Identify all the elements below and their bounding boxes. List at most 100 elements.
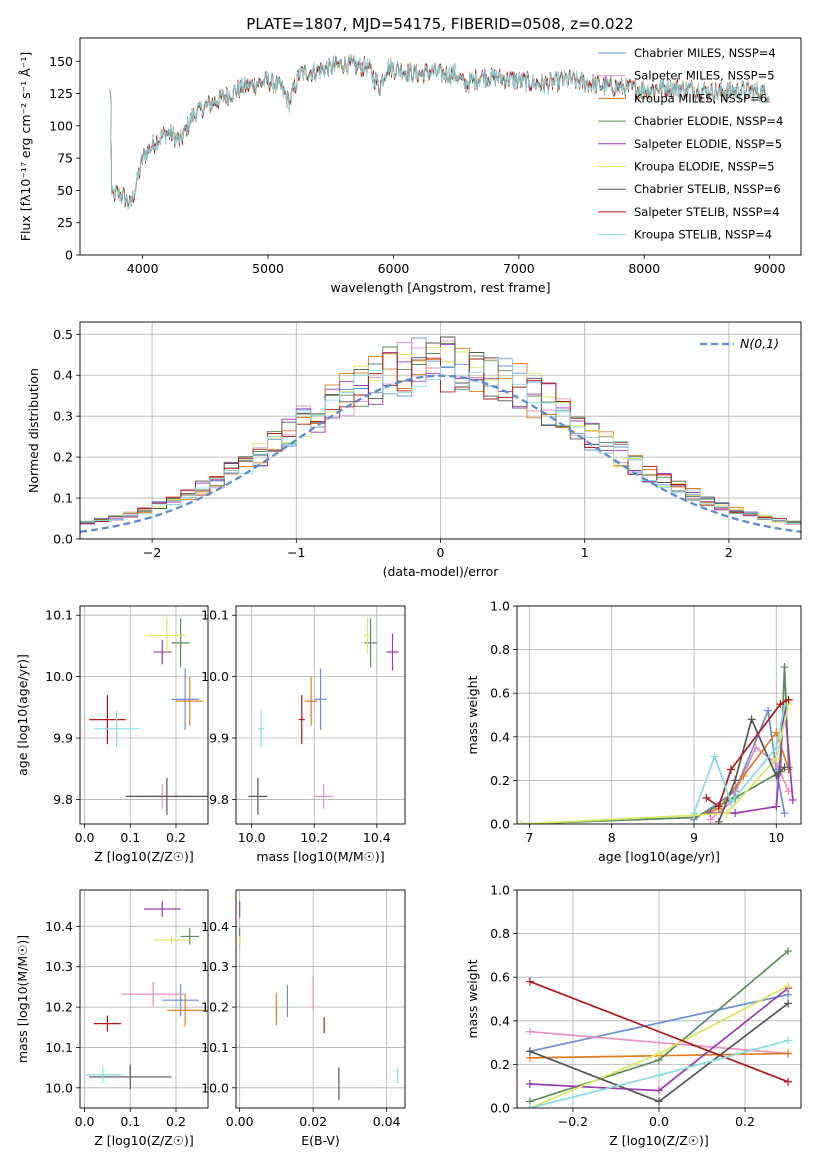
- y-tick-label: 100: [49, 118, 73, 133]
- mass-weight-marker: [710, 752, 719, 761]
- plot-area: [89, 617, 208, 815]
- histogram-step: [80, 346, 801, 524]
- normal-curve: [80, 374, 801, 533]
- plot-area: [248, 617, 399, 815]
- x-axis-label: E(B-V): [301, 1133, 340, 1148]
- spectrum-panel: 4000 5000 6000 7000 8000 9000 0 25 50 75 100 125 150…: [18, 37, 802, 295]
- mass-weight-marker: [525, 1080, 534, 1089]
- mass-weight-marker: [772, 772, 781, 781]
- plot-area: [109, 54, 770, 210]
- axes-frame: [235, 889, 406, 1109]
- x-tick-label: −2: [143, 545, 161, 560]
- mass-weight-marker: [780, 809, 789, 818]
- mass-weight-marker: [772, 743, 781, 752]
- mass-weight-marker: [780, 763, 789, 772]
- y-tick-label: 10.1: [201, 1040, 229, 1055]
- x-tick-label: 10: [768, 830, 784, 845]
- mass-vs-z-panel: 0.0 0.1 0.2 10.0 10.1 10.2 10.3 10.4 Z [log10(Z/…: [15, 889, 209, 1148]
- x-tick-label: 0.0: [75, 830, 95, 845]
- mass-weight-marker: [731, 809, 740, 818]
- y-tick-label: 0: [65, 248, 73, 263]
- x-axis-label: Z [log10(Z/Z☉)]: [94, 849, 194, 864]
- x-tick-label: 7000: [503, 261, 535, 276]
- axes-frame: [79, 605, 209, 825]
- mass-weight-marker: [727, 798, 736, 807]
- mass-weight-line: [529, 1030, 789, 1055]
- y-tick-label: 0.3: [53, 409, 73, 424]
- legend-entry: Kroupa MILES, NSSP=6: [634, 91, 767, 105]
- mass-weight-marker: [784, 999, 793, 1008]
- y-tick-label: 25: [57, 215, 73, 230]
- legend-entry: Salpeter STELIB, NSSP=4: [634, 205, 780, 219]
- y-axis-label: mass weight: [465, 959, 480, 1038]
- x-tick-label: 5000: [252, 261, 284, 276]
- mass-weight-marker: [780, 663, 789, 672]
- x-tick-label: 0.2: [166, 1114, 186, 1129]
- y-tick-label: 0.0: [53, 532, 73, 547]
- histogram-step: [80, 336, 801, 524]
- x-tick-label: 0.04: [373, 1114, 401, 1129]
- x-tick-label: 9: [690, 830, 698, 845]
- legend-entry: N(0,1): [740, 336, 779, 351]
- y-tick-label: 10.0: [45, 669, 73, 684]
- mass-weight-marker: [776, 700, 785, 709]
- y-tick-label: 0.8: [490, 926, 510, 941]
- y-tick-label: 0.6: [490, 686, 510, 701]
- mass-weight-marker: [525, 977, 534, 986]
- x-axis-label: Z [log10(Z/Z☉)]: [94, 1133, 194, 1148]
- x-tick-label: 8000: [628, 261, 660, 276]
- mass-weight-marker: [772, 754, 781, 763]
- y-axis-label: Normed distribution: [26, 368, 41, 493]
- axes-frame: [235, 605, 406, 825]
- x-tick-label: 9000: [754, 261, 786, 276]
- mass-weight-marker: [784, 695, 793, 704]
- y-tick-label: 10.0: [45, 1080, 73, 1095]
- y-tick-label: 150: [49, 54, 73, 69]
- x-tick-label: 0.2: [735, 1114, 755, 1129]
- x-tick-label: −0.2: [558, 1114, 588, 1129]
- y-tick-label: 9.9: [209, 731, 229, 746]
- mass-weight-marker: [747, 715, 756, 724]
- y-tick-label: 9.8: [53, 792, 73, 807]
- age-vs-mass-panel: 10.0 10.2 10.4 9.8 9.9 10.0 10.1 mass [log10(M/…: [201, 605, 406, 864]
- mass-weight-marker: [751, 743, 760, 752]
- mass-weight-marker: [714, 817, 723, 824]
- y-tick-label: 125: [49, 86, 73, 101]
- x-axis-label: (data-model)/error: [383, 564, 500, 579]
- y-tick-label: 10.0: [201, 669, 229, 684]
- x-tick-label: 7: [525, 830, 533, 845]
- y-axis-label: Flux [fλ10⁻¹⁷ erg cm⁻² s⁻¹ Å⁻¹]: [18, 52, 33, 241]
- legend-entry: Kroupa STELIB, NSSP=4: [634, 228, 772, 242]
- y-tick-label: 10.3: [201, 959, 229, 974]
- x-axis-label: Z [log10(Z/Z☉)]: [609, 1133, 709, 1148]
- y-tick-label: 75: [57, 151, 73, 166]
- plot-area: [80, 336, 801, 533]
- mass-weight-vs-age-panel: 7 8 9 10 0.0 0.2 0.4 0.6 0.8 1.0 age [log10(age/yr…: [465, 599, 802, 864]
- legend-entry: Chabrier STELIB, NSSP=6: [634, 182, 781, 196]
- y-tick-label: 0.0: [490, 817, 510, 832]
- mass-weight-marker: [525, 1104, 534, 1108]
- mass-weight-marker: [780, 702, 789, 711]
- y-tick-label: 0.4: [490, 1013, 510, 1028]
- x-tick-label: 0.0: [649, 1114, 669, 1129]
- mass-weight-marker: [731, 776, 740, 785]
- mass-weight-marker: [525, 1047, 534, 1056]
- y-tick-label: 0.1: [53, 491, 73, 506]
- x-axis-label: age [log10(age/yr)]: [598, 849, 720, 864]
- y-tick-label: 10.4: [45, 919, 73, 934]
- mass-weight-marker: [689, 809, 698, 818]
- mass-weight-marker: [739, 772, 748, 781]
- y-tick-label: 0.2: [490, 773, 510, 788]
- y-axis-label: age [log10(age/yr)]: [15, 654, 30, 776]
- axes-frame: [79, 889, 209, 1109]
- legend-entry: Chabrier MILES, NSSP=4: [634, 46, 776, 60]
- y-tick-label: 0.5: [53, 327, 73, 342]
- mass-weight-marker: [722, 809, 731, 818]
- y-tick-label: 0.2: [53, 450, 73, 465]
- x-axis-label: mass [log10(M/M☉)]: [256, 849, 384, 864]
- mass-weight-marker: [655, 1086, 663, 1095]
- mass-weight-marker: [788, 796, 797, 805]
- mass-weight-vs-z-panel: −0.2 0.0 0.2 0.0 0.2 0.4 0.6 0.8 1.0 Z [log10(Z/Z…: [465, 883, 802, 1148]
- y-tick-label: 10.0: [201, 1080, 229, 1095]
